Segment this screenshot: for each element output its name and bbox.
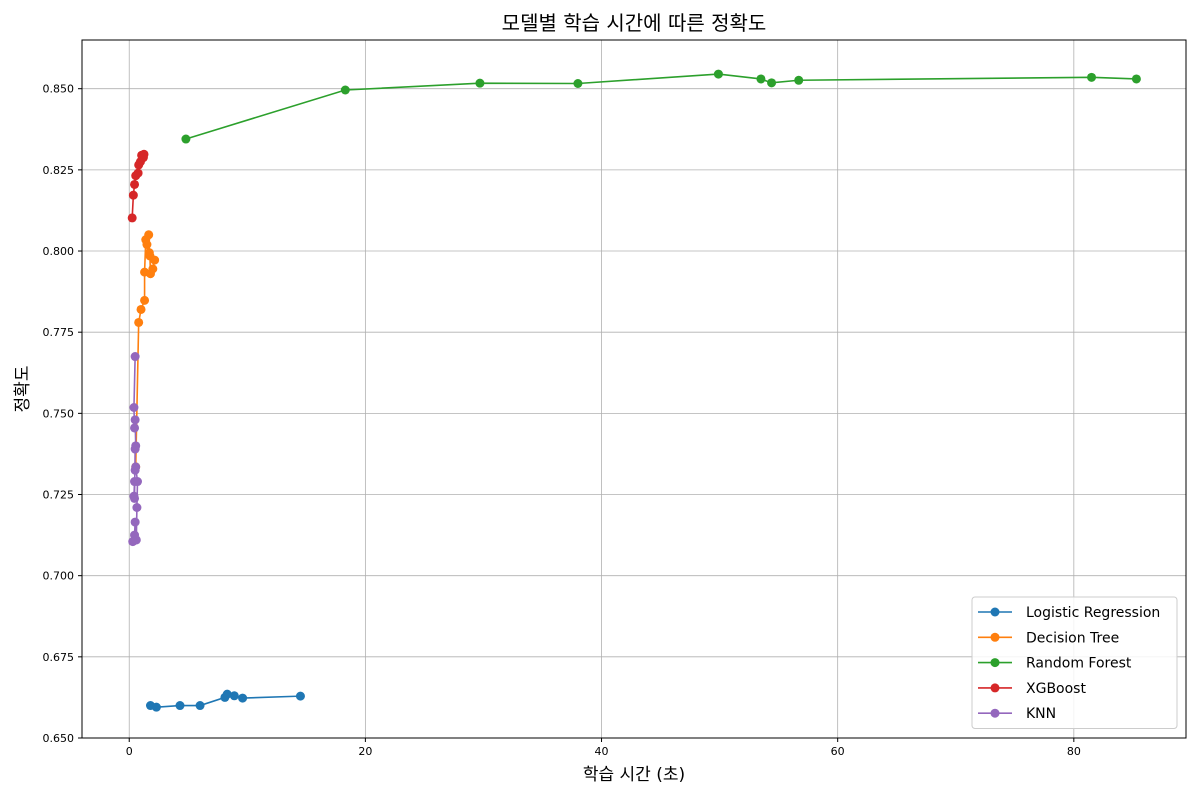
data-point [130,180,139,189]
data-point [134,169,143,178]
data-point [131,415,140,424]
y-tick-label: 0.775 [43,326,75,339]
data-point [176,701,185,710]
x-tick-label: 60 [831,745,845,758]
data-point [134,318,143,327]
data-point [129,403,138,412]
data-point [1132,74,1141,83]
data-point [148,264,157,273]
data-point [767,78,776,87]
data-point [230,691,239,700]
x-tick-label: 80 [1067,745,1081,758]
legend-label: Decision Tree [1026,630,1119,646]
data-point [296,692,305,701]
y-tick-label: 0.725 [43,489,75,502]
data-point [238,694,247,703]
data-point [181,135,190,144]
data-point [132,503,141,512]
data-point [137,305,146,314]
data-point [475,79,484,88]
data-point [130,477,139,486]
legend-label: Random Forest [1026,656,1132,672]
y-tick-label: 0.675 [43,651,75,664]
x-tick-label: 0 [126,745,133,758]
data-point [756,74,765,83]
y-tick-label: 0.800 [43,245,75,258]
data-point [196,701,205,710]
legend-label: KNN [1026,706,1056,722]
data-point [131,518,140,527]
y-tick-label: 0.825 [43,164,75,177]
y-tick-label: 0.750 [43,407,75,420]
data-point [131,441,140,450]
y-tick-label: 0.850 [43,83,75,96]
data-point [152,703,161,712]
data-point [139,150,148,159]
data-point [130,494,139,503]
y-tick-label: 0.650 [43,732,75,745]
legend-swatch-marker [991,683,1000,692]
data-point [341,85,350,94]
data-point [794,76,803,85]
data-point [714,70,723,79]
data-point [142,240,151,249]
legend-label: XGBoost [1026,681,1086,697]
data-point [131,352,140,361]
x-axis-title: 학습 시간 (초) [583,765,685,785]
data-point [144,230,153,239]
data-point [1087,73,1096,82]
x-tick-label: 40 [595,745,609,758]
data-point [573,79,582,88]
data-point [128,213,137,222]
data-point [132,535,141,544]
data-point [130,423,139,432]
legend-swatch-marker [991,633,1000,642]
data-point [131,466,140,475]
y-tick-label: 0.700 [43,570,75,583]
x-tick-label: 20 [358,745,372,758]
legend-label: Logistic Regression [1026,605,1160,621]
legend-swatch-marker [991,658,1000,667]
data-point [140,296,149,305]
chart-title: 모델별 학습 시간에 따른 정확도 [502,11,767,35]
legend-swatch-marker [991,709,1000,718]
y-axis-title: 정확도 [13,366,33,413]
legend: Logistic Regression Decision Tree Random F… [972,597,1177,729]
legend-swatch-marker [991,608,1000,617]
data-point [129,191,138,200]
data-point [150,256,159,265]
